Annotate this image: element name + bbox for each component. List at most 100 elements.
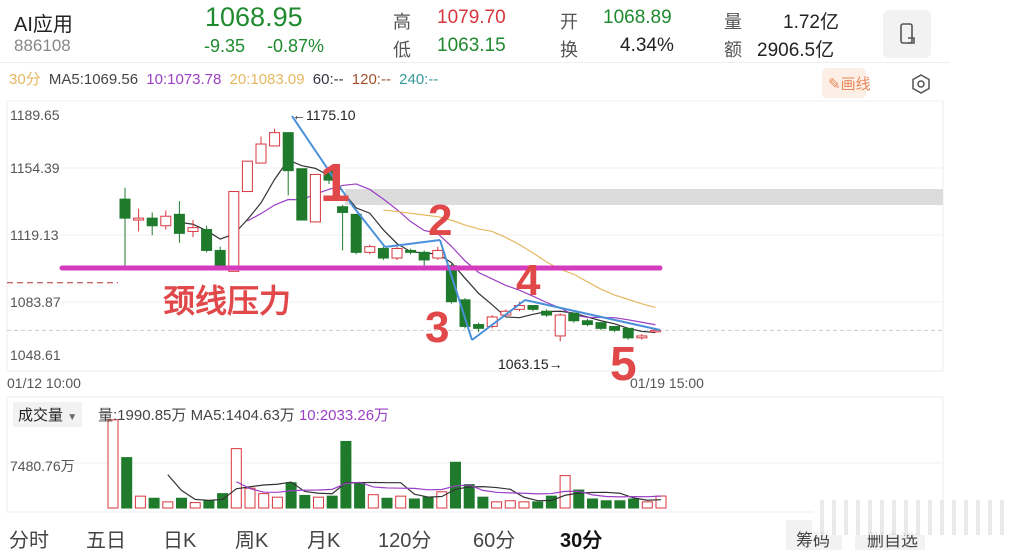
volume-bar	[587, 498, 598, 509]
volume-bar	[162, 501, 174, 509]
candle-body	[391, 248, 403, 259]
volume-bar	[436, 491, 448, 509]
candle-body	[133, 217, 145, 221]
trend-line	[471, 299, 526, 341]
gray-band	[345, 189, 943, 205]
volume-bar	[326, 495, 338, 509]
candle	[595, 322, 607, 331]
volume-bar	[217, 493, 229, 509]
volume-current: 量:1990.85万	[98, 407, 187, 424]
low-label: 低	[393, 40, 411, 60]
y-tick: 1189.65	[10, 107, 60, 123]
open-value: 1068.89	[603, 7, 672, 28]
draw-line-button[interactable]: ✎画线	[822, 68, 871, 98]
annotation-2: 2	[428, 196, 453, 245]
tab-intraday[interactable]: 分时	[9, 530, 49, 552]
annotation-5: 5	[610, 338, 637, 391]
candle-body	[255, 143, 267, 164]
candle-body	[418, 251, 430, 261]
volume-bar	[573, 489, 585, 509]
candle	[187, 220, 199, 238]
tab-daily-k[interactable]: 日K	[163, 530, 197, 552]
ma-bar: 30分 MA5:1069.56 10:1073.78 20:1083.09 60…	[9, 68, 438, 89]
candle-body	[527, 305, 539, 310]
candle-body	[568, 312, 580, 322]
candle	[500, 309, 512, 317]
candle-body	[160, 215, 172, 227]
volume-bar	[313, 496, 324, 509]
candle	[173, 201, 185, 243]
draw-line-label: 画线	[840, 76, 871, 93]
volume-label: 量	[724, 12, 742, 32]
candle	[269, 128, 281, 147]
volume-ma5: MA5:1404.63万	[190, 407, 295, 424]
candle-body	[554, 314, 566, 337]
watermark	[812, 500, 1007, 535]
volume-bar	[340, 440, 352, 509]
candle	[309, 173, 321, 223]
candle	[541, 309, 553, 317]
high-value: 1079.70	[437, 7, 506, 28]
candle	[459, 297, 471, 329]
divider	[0, 62, 950, 63]
tab-120min[interactable]: 120分	[378, 530, 432, 552]
candle-body	[187, 227, 199, 232]
remove-watchlist-button[interactable]: 删自选	[855, 520, 925, 550]
tab-30min[interactable]: 30分	[560, 530, 603, 552]
tab-five-day[interactable]: 五日	[86, 530, 126, 552]
volume-bar	[641, 501, 653, 509]
ma20-line	[383, 209, 656, 309]
ma10-value: 10:1073.78	[146, 71, 222, 88]
candle	[350, 213, 362, 255]
volume-bar	[189, 502, 201, 509]
candle	[432, 246, 444, 260]
volume-bar	[134, 495, 146, 509]
candle-body	[405, 249, 417, 253]
tab-60min[interactable]: 60分	[473, 530, 516, 552]
volume-value: 1.72亿	[783, 12, 839, 33]
candle-body	[173, 213, 185, 234]
landscape-button[interactable]	[883, 10, 931, 58]
volume-bar	[107, 419, 119, 509]
candle	[133, 208, 145, 232]
candle-body	[473, 324, 485, 329]
candlestick-chart[interactable]	[0, 0, 1018, 400]
candle	[405, 248, 417, 255]
candle	[296, 168, 308, 221]
candle-body	[337, 206, 349, 213]
candle-body	[119, 198, 131, 219]
turnover-label: 换	[560, 40, 578, 60]
hexagon-settings-icon[interactable]	[910, 73, 932, 95]
ma20-value: 20:1083.09	[229, 71, 305, 88]
tab-monthly-k[interactable]: 月K	[307, 530, 341, 552]
volume-bar	[381, 497, 393, 509]
stock-code: 886108	[14, 36, 71, 55]
y-tick: 1154.39	[10, 160, 60, 176]
tab-weekly-k[interactable]: 周K	[235, 530, 269, 552]
volume-bar	[600, 500, 612, 509]
candle-body	[350, 213, 362, 253]
annotation-1: 1	[320, 153, 351, 213]
candle	[609, 325, 621, 333]
candle-body	[269, 132, 281, 147]
candle-body	[649, 329, 661, 333]
ma120-value: 120:--	[351, 71, 391, 88]
volume-bar	[559, 475, 571, 509]
trend-line	[439, 239, 473, 341]
trend-line	[524, 299, 661, 331]
candle	[364, 244, 376, 255]
volume-bar	[354, 482, 366, 509]
annotation-3: 3	[425, 303, 450, 352]
annotation-4: 4	[516, 256, 541, 305]
ma5-value: MA5:1069.56	[48, 71, 139, 88]
volume-bar	[422, 496, 434, 509]
volume-tick: 7480.76万	[10, 458, 75, 474]
price-change: -9.35	[204, 36, 246, 56]
turnover-value: 4.34%	[620, 35, 674, 56]
y-tick: 1119.13	[10, 227, 59, 243]
candle-body	[432, 249, 444, 259]
volume-indicator-select[interactable]: 成交量 ▼	[13, 402, 83, 427]
x-label-end: 01/19 15:00	[630, 375, 704, 391]
candle	[255, 136, 267, 164]
candle-body	[228, 191, 240, 272]
